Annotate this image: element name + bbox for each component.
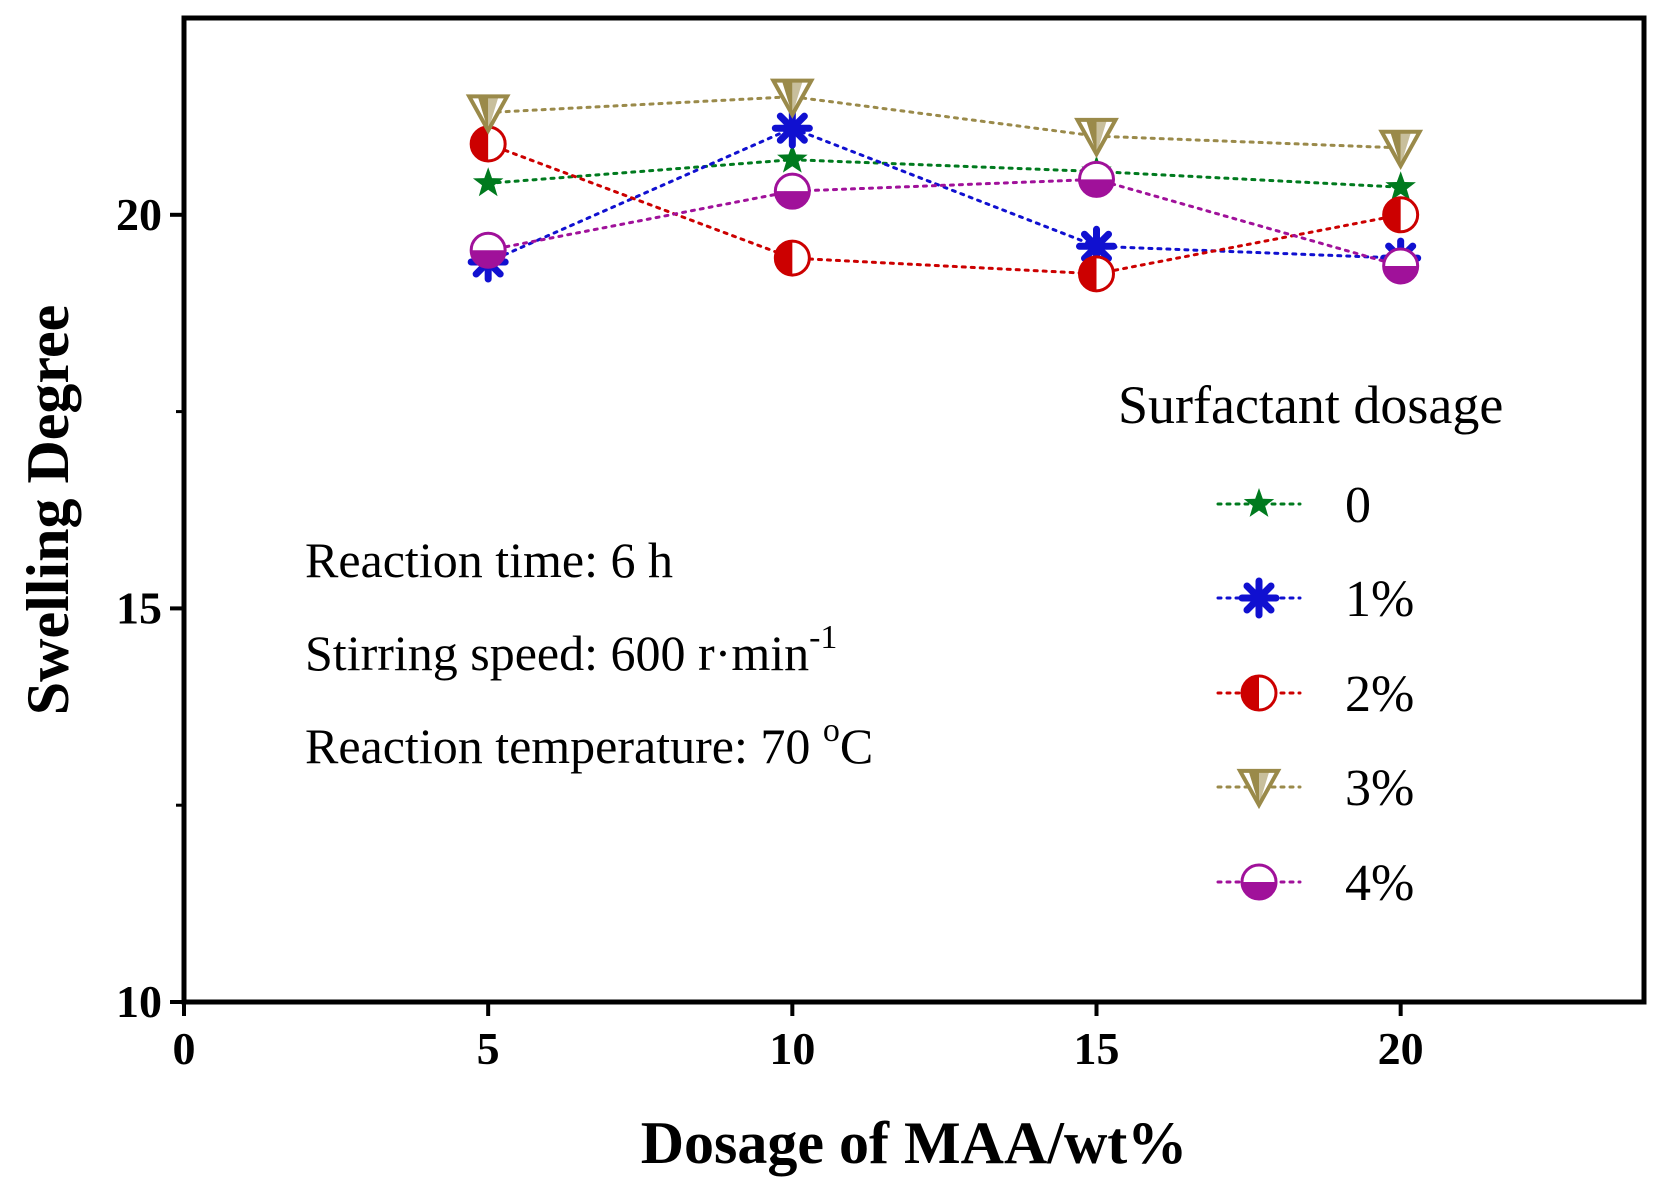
- data-point: [472, 167, 504, 197]
- marker-star: [777, 143, 808, 173]
- legend-label: 1%: [1345, 571, 1414, 628]
- annotation-stirring-speed-text: Stirring speed: 600 r·min: [305, 625, 809, 681]
- data-point: [1078, 255, 1115, 293]
- annotation-stirring-speed-sup: -1: [809, 619, 837, 656]
- legend-item: 2%: [1216, 666, 1414, 723]
- annotation-reaction-temp-text: Reaction temperature: 70: [305, 718, 823, 774]
- data-point: [1378, 129, 1424, 171]
- data-point: [469, 231, 507, 269]
- legend-label: 4%: [1345, 855, 1414, 912]
- legend-item: 3%: [1216, 760, 1414, 817]
- series-line: [486, 95, 1403, 150]
- y-tick-label: 20: [116, 189, 162, 240]
- data-point: [1382, 196, 1420, 234]
- marker-half-fill: [1383, 265, 1418, 283]
- x-tick-label: 15: [1074, 1023, 1120, 1074]
- marker-half-fill: [775, 241, 793, 276]
- marker-triangle-fill-right: [1096, 119, 1107, 155]
- marker-half-fill: [775, 191, 810, 209]
- marker-triangle-fill-right: [792, 80, 803, 115]
- x-axis-title: Dosage of MAA/wt%: [641, 1110, 1188, 1176]
- marker-triangle-fill: [781, 80, 793, 115]
- marker-triangle-fill-right: [1259, 770, 1270, 806]
- legend-label: 2%: [1345, 666, 1414, 723]
- legend-label: 0: [1345, 477, 1371, 534]
- legend-item: 1%: [1216, 571, 1414, 628]
- y-tick-label: 15: [116, 582, 162, 633]
- marker-half-fill: [1079, 256, 1097, 291]
- series-line: [486, 177, 1403, 268]
- legend: 0 1% 2% 3% 4%: [1216, 477, 1414, 912]
- data-point: [773, 172, 811, 210]
- data-point: [1385, 171, 1416, 201]
- marker-star: [472, 167, 504, 197]
- marker-star: [1243, 488, 1275, 517]
- annotation-reaction-temp-unit: C: [840, 718, 873, 774]
- annotation-reaction-time: Reaction time: 6 h: [305, 532, 673, 588]
- y-tick-label: 10: [116, 976, 162, 1027]
- series-1: [467, 107, 1422, 283]
- annotation-stirring-speed: Stirring speed: 600 r·min-1: [305, 619, 837, 681]
- series-line: [486, 158, 1403, 189]
- marker-half-fill: [1242, 676, 1259, 710]
- legend-item: 0: [1216, 477, 1371, 534]
- marker-half-fill: [1383, 197, 1401, 232]
- annotation-reaction-temp: Reaction temperature: 70 oC: [305, 712, 873, 774]
- data-point: [1078, 160, 1115, 198]
- data-point: [1074, 117, 1119, 159]
- marker-half-fill: [1242, 882, 1276, 899]
- series-4: [469, 160, 1420, 285]
- marker-asterisk-arm: [776, 112, 808, 144]
- series-line: [486, 126, 1403, 264]
- legend-title: Surfactant dosage: [1118, 375, 1503, 435]
- x-tick-label: 10: [769, 1023, 815, 1074]
- series-2: [469, 125, 1420, 293]
- data-point: [773, 239, 811, 277]
- annotation-box: Reaction time: 6 h Stirring speed: 600 r…: [305, 532, 873, 774]
- marker-triangle-fill-right: [488, 96, 499, 131]
- marker-triangle-fill: [1390, 131, 1401, 166]
- annotation-reaction-temp-sup: o: [823, 712, 840, 749]
- marker-star: [1385, 171, 1416, 201]
- data-point: [777, 143, 808, 173]
- marker-asterisk-arm: [1243, 582, 1275, 614]
- series-3: [465, 78, 1424, 171]
- marker-triangle-fill: [477, 96, 489, 131]
- data-point: [465, 94, 511, 135]
- data-point: [769, 78, 815, 119]
- x-tick-label: 5: [477, 1023, 500, 1074]
- x-tick-label: 20: [1378, 1023, 1424, 1074]
- x-tick-label: 0: [173, 1023, 196, 1074]
- legend-item: 4%: [1216, 855, 1414, 912]
- marker-asterisk-arm: [1080, 230, 1113, 262]
- series-line: [486, 142, 1403, 276]
- data-point: [1382, 247, 1420, 285]
- marker-half-fill: [471, 250, 506, 268]
- marker-half-fill: [471, 126, 489, 161]
- marker-triangle-fill: [1248, 770, 1259, 806]
- y-axis-title: Swelling Degree: [15, 305, 81, 715]
- plot-frame: [181, 15, 1647, 1005]
- marker-half-fill: [1079, 179, 1114, 197]
- marker-triangle-fill: [1086, 119, 1097, 155]
- legend-label: 3%: [1345, 760, 1414, 817]
- marker-triangle-fill-right: [1400, 131, 1412, 166]
